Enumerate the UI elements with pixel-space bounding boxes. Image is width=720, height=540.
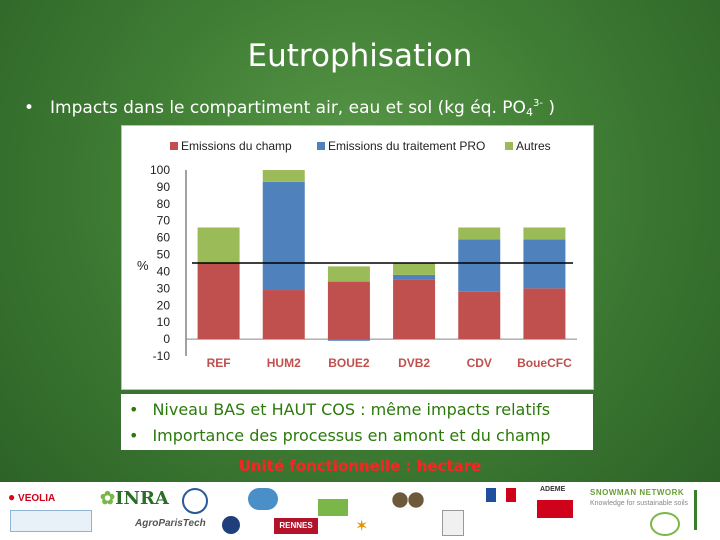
bar-segment <box>393 279 436 340</box>
bar-segment <box>458 239 501 292</box>
building-logo <box>442 510 464 536</box>
y-axis-label: % <box>137 258 149 273</box>
bar-segment <box>197 263 240 340</box>
rennes-logo: RENNES <box>274 518 318 534</box>
y-tick-label: 70 <box>157 214 171 228</box>
y-tick-label: 80 <box>157 197 171 211</box>
y-tick-label: 100 <box>150 163 170 177</box>
x-category-label: CDV <box>467 356 492 370</box>
slide-title: Eutrophisation <box>247 38 473 74</box>
plant-logo <box>694 490 713 530</box>
legend-label: Emissions du champ <box>181 139 292 153</box>
x-category-label: REF <box>207 356 231 370</box>
inra-logo: ✿INRA <box>100 488 169 509</box>
green-logo <box>650 512 680 536</box>
bar-segment <box>327 266 370 282</box>
functional-unit-caption: Unité fonctionnelle : hectare <box>238 457 482 475</box>
notes-box: • Niveau BAS et HAUT COS : même impacts r… <box>121 394 593 450</box>
bullet-text-end: ) <box>542 98 555 118</box>
veolia-logo: ● VEOLIA <box>8 490 56 504</box>
landscape-logo <box>318 488 348 516</box>
bullet-text: Impacts dans le compartiment air, eau et… <box>50 98 526 118</box>
note-item: • Importance des processus en amont et du… <box>129 426 551 445</box>
y-tick-label: 60 <box>157 231 171 245</box>
bar-segment <box>523 239 566 289</box>
star-logo: ✶ <box>355 518 369 535</box>
y-tick-label: -10 <box>153 349 171 363</box>
bar-segment <box>262 290 305 340</box>
legend-swatch <box>505 142 513 150</box>
red-panel-logo <box>537 500 573 518</box>
x-category-label: BoueCFC <box>517 356 572 370</box>
note-item: • Niveau BAS et HAUT COS : même impacts r… <box>129 400 550 419</box>
ademe-logo: ADEME <box>540 486 566 493</box>
agroparistech-logo: AgroParisTech <box>135 518 206 529</box>
chart-panel: Emissions du champ Emissions du traitemen… <box>121 125 594 390</box>
y-tick-label: 0 <box>163 332 170 346</box>
bar-segment <box>327 281 370 340</box>
bar-segment <box>523 288 566 340</box>
y-tick-label: 30 <box>157 281 171 295</box>
note-bullet-dot: • <box>129 426 139 445</box>
legend-label: Emissions du traitement PRO <box>328 139 485 153</box>
bar-segment <box>393 274 436 280</box>
bar-segment <box>327 339 370 341</box>
bar-segment <box>393 263 436 275</box>
bar-segment <box>262 181 305 291</box>
note-text: Importance des processus en amont et du … <box>152 426 551 445</box>
bullet-dot: • <box>24 98 35 118</box>
y-tick-label: 40 <box>157 264 171 278</box>
partner-logo-strip: ● VEOLIA ✿INRA AgroParisTech RENNES ✶ AD… <box>0 482 720 540</box>
eutrophisation-chart: Emissions du champ Emissions du traitemen… <box>137 139 577 370</box>
legend-label: Autres <box>516 139 551 153</box>
bar-segment <box>458 291 501 340</box>
snowman-logo: SNOWMAN NETWORK <box>590 488 685 497</box>
x-category-label: HUM2 <box>267 356 301 370</box>
round-logo <box>222 516 240 534</box>
bar-segment <box>458 227 501 240</box>
bar-segment <box>523 227 566 240</box>
republique-logo <box>486 488 516 502</box>
bullet-impacts: • Impacts dans le compartiment air, eau e… <box>24 98 555 119</box>
bar-segment <box>197 227 240 263</box>
bullet-subscript: 4 <box>525 106 533 119</box>
legend-swatch <box>317 142 325 150</box>
x-category-label: BOUE2 <box>328 356 370 370</box>
x-category-label: DVB2 <box>398 356 430 370</box>
partner-logo-small <box>10 510 92 532</box>
bullet-superscript: 3- <box>532 98 543 109</box>
y-tick-label: 50 <box>157 248 171 262</box>
bar-segment <box>262 170 305 182</box>
y-tick-label: 10 <box>157 315 171 329</box>
legend-swatch <box>170 142 178 150</box>
circles-logo <box>392 492 424 508</box>
note-text: Niveau BAS et HAUT COS : même impacts re… <box>152 400 551 419</box>
y-tick-label: 90 <box>157 180 171 194</box>
seal-logo <box>182 488 208 514</box>
snowman-tagline: Knowledge for sustainable soils <box>590 500 689 507</box>
y-tick-label: 20 <box>157 298 171 312</box>
note-bullet-dot: • <box>129 400 139 419</box>
cloud-logo <box>248 488 278 510</box>
